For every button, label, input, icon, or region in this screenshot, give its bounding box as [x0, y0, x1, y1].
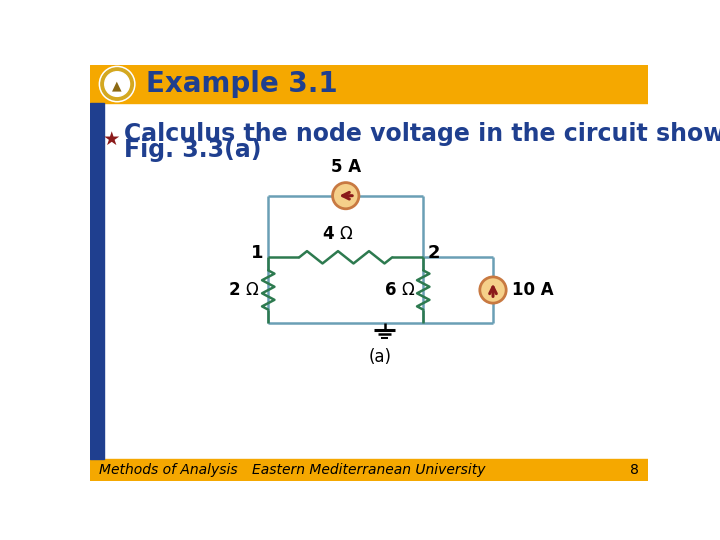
Text: 1: 1 [251, 245, 264, 262]
Text: 5 A: 5 A [330, 158, 361, 176]
Circle shape [101, 68, 133, 100]
Circle shape [480, 277, 506, 303]
Circle shape [99, 66, 135, 102]
Text: 6 $\Omega$: 6 $\Omega$ [384, 281, 415, 299]
Text: Calculus the node voltage in the circuit shown in: Calculus the node voltage in the circuit… [124, 122, 720, 146]
Text: 2 $\Omega$: 2 $\Omega$ [228, 281, 259, 299]
Text: Example 3.1: Example 3.1 [145, 70, 338, 98]
Circle shape [104, 72, 130, 96]
Text: 4 $\Omega$: 4 $\Omega$ [323, 225, 354, 244]
Text: ▲: ▲ [112, 79, 122, 92]
Bar [90, 459, 648, 481]
Text: Eastern Mediterranean University: Eastern Mediterranean University [252, 463, 486, 477]
Text: 8: 8 [630, 463, 639, 477]
Text: ★: ★ [103, 130, 120, 149]
Text: 2: 2 [428, 245, 441, 262]
Bar [90, 103, 104, 459]
Text: (a): (a) [369, 348, 392, 367]
Text: Methods of Analysis: Methods of Analysis [99, 463, 238, 477]
Circle shape [333, 183, 359, 209]
Text: Fig. 3.3(a): Fig. 3.3(a) [124, 138, 261, 161]
Bar [90, 65, 648, 103]
Text: 10 A: 10 A [513, 281, 554, 299]
